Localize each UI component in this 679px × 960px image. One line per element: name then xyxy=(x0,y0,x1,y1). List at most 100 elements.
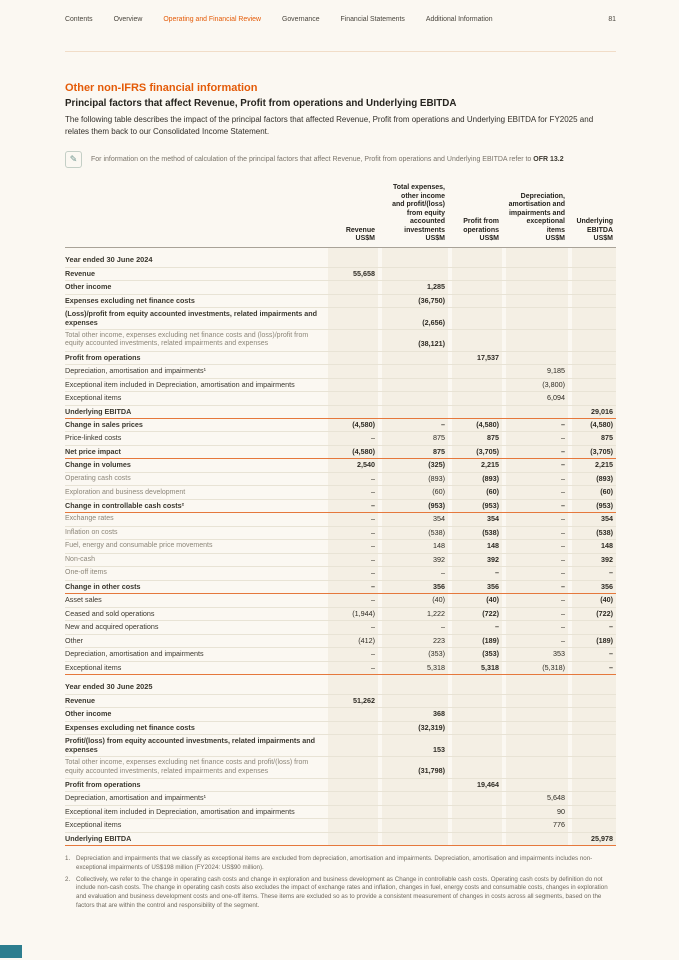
row-label: Exceptional items xyxy=(65,820,122,830)
cell: 875 xyxy=(572,432,616,445)
cell: – xyxy=(506,634,568,648)
cell xyxy=(572,351,616,365)
table-row: (Loss)/profit from equity accounted inve… xyxy=(65,308,616,331)
cell xyxy=(452,721,502,735)
table-row: Exceptional item included in Depreciatio… xyxy=(65,378,616,393)
cell: 148 xyxy=(572,540,616,553)
cell: 19,464 xyxy=(452,778,502,792)
cell: 55,658 xyxy=(328,267,378,281)
table-row: Total other income, expenses excluding n… xyxy=(65,757,616,779)
cell xyxy=(328,805,378,819)
cell: – xyxy=(506,567,568,580)
table-row: Underlying EBITDA 25,978 xyxy=(65,832,616,847)
cell xyxy=(328,757,378,778)
section-subtitle: Principal factors that affect Revenue, P… xyxy=(65,98,457,109)
cell: (40) xyxy=(452,594,502,607)
nav-item[interactable]: Overview xyxy=(113,16,143,23)
row-label: Underlying EBITDA xyxy=(65,833,132,843)
cell xyxy=(506,308,568,330)
table-row: Exceptional items 6,094 xyxy=(65,392,616,406)
footnote: 2. Collectively, we refer to the change i… xyxy=(65,876,616,911)
cell: (32,319) xyxy=(382,721,448,735)
row-label: Exploration and business development xyxy=(65,488,186,496)
footnote: 1. Depreciation and impairments that we c… xyxy=(65,855,616,872)
cell: – xyxy=(328,486,378,499)
table-row: Underlying EBITDA 29,016 xyxy=(65,405,616,419)
cell xyxy=(382,805,448,819)
cell xyxy=(382,819,448,832)
row-label: Inflation on costs xyxy=(65,528,118,536)
cell xyxy=(572,281,616,294)
row-label: Exceptional items xyxy=(65,662,122,672)
cell xyxy=(328,675,378,694)
nav-item[interactable]: Additional Information xyxy=(425,16,493,23)
cell: – xyxy=(572,567,616,580)
row-label: Expenses excluding net finance costs xyxy=(65,722,195,732)
cell xyxy=(452,405,502,418)
cell: 356 xyxy=(382,580,448,594)
note-reference-link[interactable]: OFR 13.2 xyxy=(533,156,564,164)
row-label: Change in controllable cash costs² xyxy=(65,500,185,510)
nav-item[interactable]: Contents xyxy=(65,16,93,23)
table-row: New and acquired operations – – – – – xyxy=(65,621,616,635)
cell xyxy=(572,805,616,819)
row-label: Change in volumes xyxy=(65,460,131,470)
cell xyxy=(382,405,448,418)
table-row: Depreciation, amortisation and impairmen… xyxy=(65,365,616,379)
table-row: Revenue 55,658 xyxy=(65,267,616,282)
table-row: Depreciation, amortisation and impairmen… xyxy=(65,792,616,806)
section-description: The following table describes the impact… xyxy=(65,115,594,136)
table-row: Change in controllable cash costs² – (953)… xyxy=(65,499,616,514)
cell xyxy=(572,330,616,351)
column-header: Depreciation, amortisation and impairmen… xyxy=(508,192,565,243)
cell: (3,800) xyxy=(506,378,568,392)
cell: (538) xyxy=(382,526,448,540)
cell: (36,750) xyxy=(382,294,448,308)
cell: 1,222 xyxy=(382,607,448,621)
row-label: New and acquired operations xyxy=(65,622,159,632)
cell: 354 xyxy=(452,513,502,526)
row-label: Year ended 30 June 2024 xyxy=(65,254,153,264)
cell: 1,285 xyxy=(382,281,448,294)
cell xyxy=(452,247,502,267)
cell xyxy=(506,405,568,418)
cell xyxy=(506,721,568,735)
corner-accent xyxy=(0,945,22,958)
table-row: Other (412) 223 (189) – (189) xyxy=(65,634,616,649)
row-label: (Loss)/profit from equity accounted inve… xyxy=(65,309,318,327)
pencil-icon: ✎ xyxy=(65,151,82,169)
table-row: Profit/(loss) from equity accounted inve… xyxy=(65,735,616,758)
nav-item[interactable]: Governance xyxy=(281,16,320,23)
cell: 223 xyxy=(382,634,448,648)
table-row: Exceptional item included in Depreciatio… xyxy=(65,805,616,820)
cell: (4,580) xyxy=(572,418,616,432)
cell: – xyxy=(328,648,378,661)
cell: 5,318 xyxy=(452,661,502,675)
row-label: Non-cash xyxy=(65,555,95,563)
cell xyxy=(452,378,502,392)
cell: (353) xyxy=(452,648,502,661)
cell: – xyxy=(328,540,378,553)
cell: (893) xyxy=(382,472,448,486)
cell: – xyxy=(328,472,378,486)
cell: (893) xyxy=(572,472,616,486)
cell: – xyxy=(506,526,568,540)
cell: (3,705) xyxy=(572,445,616,459)
cell xyxy=(328,405,378,418)
cell: – xyxy=(506,513,568,526)
cell: – xyxy=(452,567,502,580)
cell xyxy=(382,778,448,792)
table-row: Non-cash –392 392–392 xyxy=(65,553,616,568)
cell: (412) xyxy=(328,634,378,648)
nav-item[interactable]: Operating and Financial Review xyxy=(163,16,261,23)
nav-item[interactable]: Financial Statements xyxy=(340,16,405,23)
row-label: Exchange rates xyxy=(65,515,114,523)
cell: (953) xyxy=(572,499,616,513)
cell xyxy=(452,708,502,721)
row-label: One-off items xyxy=(65,569,107,577)
cell xyxy=(328,708,378,721)
cell: (722) xyxy=(572,607,616,621)
cell: 90 xyxy=(506,805,568,819)
cell xyxy=(328,392,378,405)
row-label: Year ended 30 June 2025 xyxy=(65,682,153,692)
